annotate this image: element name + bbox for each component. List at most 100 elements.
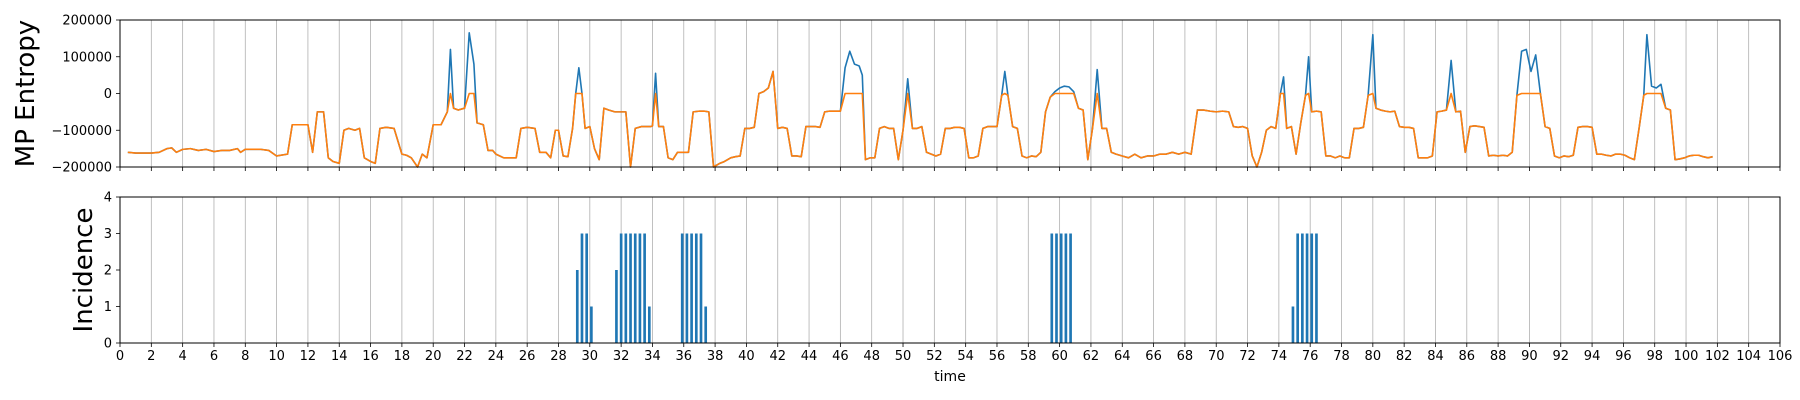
incidence-y-tick-label: 1 xyxy=(104,300,112,315)
incidence-x-tick-label: 64 xyxy=(1114,349,1131,364)
incidence-x-tick-label: 96 xyxy=(1615,349,1632,364)
incidence-x-tick-label: 42 xyxy=(769,349,786,364)
incidence-x-tick-label: 0 xyxy=(116,349,124,364)
incidence-bar xyxy=(690,233,693,343)
incidence-bar xyxy=(633,233,637,343)
incidence-x-tick-label: 60 xyxy=(1051,349,1068,364)
incidence-x-tick-label: 76 xyxy=(1302,349,1319,364)
incidence-y-tick-label: 0 xyxy=(104,337,112,352)
incidence-panel: 0 2 4 6 8 10 12 14 16 18 20 22 24 26 28 30 32 34 36 38 40 42 4… xyxy=(69,191,1792,386)
incidence-x-tick-label: 72 xyxy=(1239,349,1256,364)
incidence-x-tick-label: 58 xyxy=(1020,349,1037,364)
incidence-x-tick-label: 106 xyxy=(1768,349,1793,364)
incidence-y-ticks: 0 1 2 3 4 xyxy=(104,191,120,352)
incidence-x-tick-label: 24 xyxy=(488,349,505,364)
incidence-bar xyxy=(647,306,651,343)
incidence-bar xyxy=(643,233,646,343)
incidence-x-tick-label: 78 xyxy=(1333,349,1350,364)
incidence-x-tick-label: 98 xyxy=(1646,349,1663,364)
incidence-x-tick-label: 102 xyxy=(1705,349,1730,364)
incidence-x-tick-label: 18 xyxy=(394,349,411,364)
incidence-x-tick-label: 22 xyxy=(456,349,473,364)
incidence-bar xyxy=(629,233,632,343)
incidence-bar xyxy=(624,233,628,343)
entropy-panel: 200000 100000 0 −100000 −200000 MP Entropy xyxy=(11,14,1781,176)
incidence-x-tick-label: 8 xyxy=(241,349,249,364)
incidence-x-tick-label: 46 xyxy=(832,349,849,364)
entropy-y-tick-label: 0 xyxy=(104,87,112,102)
incidence-x-tick-label: 12 xyxy=(300,349,317,364)
incidence-bar xyxy=(1064,233,1068,343)
incidence-y-axis-label: Incidence xyxy=(69,208,99,333)
incidence-x-tick-label: 80 xyxy=(1365,349,1382,364)
incidence-bar xyxy=(580,233,584,343)
incidence-x-tick-label: 56 xyxy=(989,349,1006,364)
incidence-bar xyxy=(1069,233,1072,343)
incidence-bar xyxy=(619,233,623,343)
entropy-y-tick-label: −200000 xyxy=(51,161,112,176)
incidence-bar xyxy=(585,233,589,343)
incidence-x-tick-label: 84 xyxy=(1427,349,1444,364)
entropy-y-ticks: 200000 100000 0 −100000 −200000 xyxy=(51,14,120,176)
incidence-bar xyxy=(590,306,593,343)
incidence-bar xyxy=(685,233,689,343)
incidence-x-tick-label: 4 xyxy=(179,349,187,364)
incidence-y-tick-label: 2 xyxy=(104,264,112,279)
entropy-series-2-line xyxy=(127,70,1713,168)
incidence-bars xyxy=(575,233,1318,343)
incidence-bar xyxy=(575,270,579,343)
time-x-axis-label: time xyxy=(934,369,966,385)
incidence-x-tick-label: 28 xyxy=(550,349,567,364)
incidence-bar xyxy=(694,233,698,343)
incidence-x-tick-label: 52 xyxy=(926,349,943,364)
incidence-x-tick-label: 34 xyxy=(644,349,661,364)
incidence-bar xyxy=(1050,233,1054,343)
incidence-x-tick-label: 104 xyxy=(1736,349,1761,364)
incidence-x-tick-label: 30 xyxy=(582,349,599,364)
incidence-bar xyxy=(1296,233,1299,343)
incidence-bar xyxy=(1315,233,1318,343)
incidence-x-tick-label: 86 xyxy=(1459,349,1476,364)
incidence-grid xyxy=(150,197,1750,343)
incidence-bar xyxy=(1301,233,1304,343)
incidence-bar xyxy=(1059,233,1063,343)
incidence-x-tick-label: 10 xyxy=(268,349,285,364)
incidence-x-tick-label: 90 xyxy=(1521,349,1538,364)
entropy-y-tick-label: 200000 xyxy=(62,14,112,29)
entropy-y-axis-label: MP Entropy xyxy=(11,20,41,167)
incidence-x-tick-label: 54 xyxy=(957,349,974,364)
incidence-bar xyxy=(699,233,703,343)
incidence-bar xyxy=(638,233,642,343)
incidence-x-tick-label: 62 xyxy=(1083,349,1100,364)
incidence-x-tick-label: 82 xyxy=(1396,349,1413,364)
incidence-x-tick-label: 36 xyxy=(676,349,693,364)
incidence-bar xyxy=(1310,233,1314,343)
incidence-x-tick-label: 20 xyxy=(425,349,442,364)
incidence-bar xyxy=(1305,233,1309,343)
incidence-bar xyxy=(680,233,684,343)
incidence-y-tick-label: 4 xyxy=(104,191,112,206)
incidence-x-tick-label: 44 xyxy=(801,349,818,364)
incidence-x-tick-label: 26 xyxy=(519,349,536,364)
incidence-x-tick-label: 16 xyxy=(362,349,379,364)
incidence-x-tick-label: 92 xyxy=(1552,349,1569,364)
incidence-bar xyxy=(615,270,618,343)
entropy-grid xyxy=(150,20,1750,167)
incidence-x-tick-label: 100 xyxy=(1674,349,1699,364)
incidence-bar xyxy=(704,306,708,343)
incidence-x-tick-label: 14 xyxy=(331,349,348,364)
incidence-x-tick-label: 50 xyxy=(895,349,912,364)
incidence-x-tick-label: 74 xyxy=(1271,349,1288,364)
incidence-x-tick-label: 68 xyxy=(1177,349,1194,364)
incidence-x-tick-label: 6 xyxy=(210,349,218,364)
incidence-bar xyxy=(1055,233,1058,343)
incidence-x-tick-label: 32 xyxy=(613,349,630,364)
incidence-x-tick-label: 88 xyxy=(1490,349,1507,364)
incidence-x-tick-label: 66 xyxy=(1145,349,1162,364)
entropy-y-tick-label: 100000 xyxy=(62,50,112,65)
incidence-x-tick-label: 70 xyxy=(1208,349,1225,364)
entropy-x-ticks xyxy=(119,167,1781,171)
incidence-x-tick-label: 2 xyxy=(147,349,155,364)
